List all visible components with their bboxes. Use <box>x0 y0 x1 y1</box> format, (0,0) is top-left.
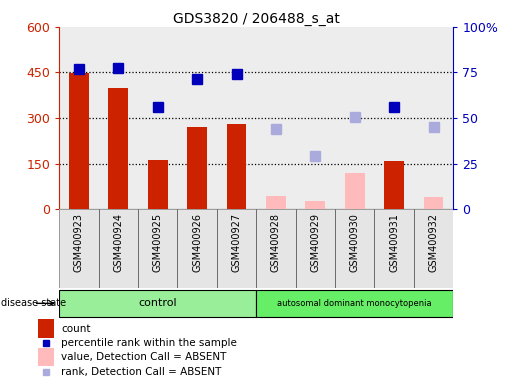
Bar <box>59 209 99 288</box>
Bar <box>424 197 443 209</box>
Text: GSM400929: GSM400929 <box>311 213 320 272</box>
Text: GSM400924: GSM400924 <box>113 213 123 272</box>
Text: GSM400928: GSM400928 <box>271 213 281 272</box>
Bar <box>138 27 177 209</box>
Bar <box>335 27 374 209</box>
Bar <box>296 27 335 209</box>
Bar <box>69 73 89 209</box>
Text: GSM400927: GSM400927 <box>232 213 242 272</box>
Bar <box>217 209 256 288</box>
Title: GDS3820 / 206488_s_at: GDS3820 / 206488_s_at <box>173 12 340 26</box>
Bar <box>296 209 335 288</box>
Bar <box>38 348 54 366</box>
Bar <box>38 319 54 338</box>
Bar <box>256 209 296 288</box>
Bar <box>266 195 286 209</box>
Text: GSM400925: GSM400925 <box>153 213 163 272</box>
Bar <box>256 27 296 209</box>
Text: rank, Detection Call = ABSENT: rank, Detection Call = ABSENT <box>61 367 222 377</box>
Bar <box>384 161 404 209</box>
Bar <box>138 209 177 288</box>
Bar <box>59 290 256 317</box>
Text: GSM400926: GSM400926 <box>192 213 202 272</box>
Bar <box>59 27 98 209</box>
Text: GSM400931: GSM400931 <box>389 213 399 272</box>
Text: disease state: disease state <box>1 298 66 308</box>
Bar <box>217 27 256 209</box>
Text: GSM400930: GSM400930 <box>350 213 359 272</box>
Bar <box>305 201 325 209</box>
Bar <box>187 127 207 209</box>
Bar <box>99 209 138 288</box>
Bar <box>109 88 128 209</box>
Text: count: count <box>61 323 91 334</box>
Bar <box>374 209 414 288</box>
Text: autosomal dominant monocytopenia: autosomal dominant monocytopenia <box>278 299 432 308</box>
Bar <box>414 27 453 209</box>
Bar <box>256 290 453 317</box>
Text: value, Detection Call = ABSENT: value, Detection Call = ABSENT <box>61 352 227 362</box>
Bar <box>374 27 414 209</box>
Bar <box>335 209 374 288</box>
Text: control: control <box>139 298 177 308</box>
Text: GSM400932: GSM400932 <box>428 213 438 272</box>
Bar <box>177 209 217 288</box>
Bar <box>98 27 138 209</box>
Bar <box>227 124 246 209</box>
Bar <box>177 27 217 209</box>
Bar <box>345 173 365 209</box>
Bar <box>414 209 453 288</box>
Text: GSM400923: GSM400923 <box>74 213 84 272</box>
Text: percentile rank within the sample: percentile rank within the sample <box>61 338 237 348</box>
Bar <box>148 160 167 209</box>
